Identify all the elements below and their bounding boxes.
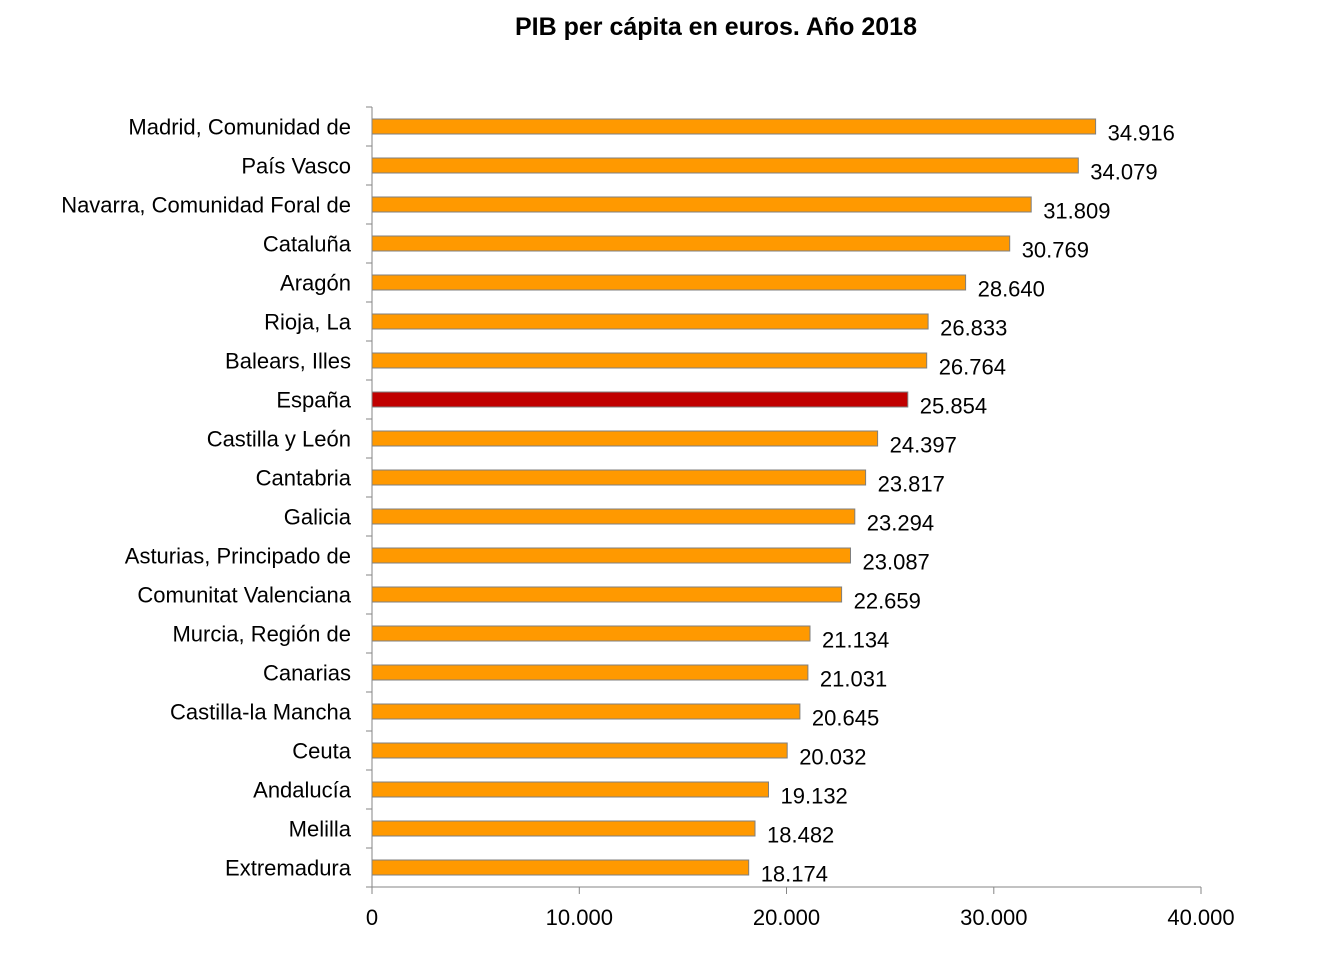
value-label: 23.817 — [878, 472, 945, 497]
value-label: 21.031 — [820, 667, 887, 692]
bar — [371, 352, 928, 369]
category-label: Aragón — [280, 271, 351, 296]
category-label: Comunitat Valenciana — [137, 583, 351, 608]
bar — [371, 742, 788, 759]
value-label: 30.769 — [1022, 238, 1089, 263]
category-label: País Vasco — [241, 154, 351, 179]
x-tick-label: 40.000 — [1167, 905, 1234, 930]
value-label: 21.134 — [822, 628, 889, 653]
category-label: Rioja, La — [264, 310, 352, 335]
value-label: 28.640 — [978, 277, 1045, 302]
bar — [371, 859, 750, 876]
category-label: Castilla y León — [207, 427, 351, 452]
value-label: 34.916 — [1108, 121, 1175, 146]
bar — [371, 274, 967, 291]
bar — [371, 703, 801, 720]
bar-highlight — [371, 391, 909, 408]
value-label: 25.854 — [920, 394, 987, 419]
value-label: 31.809 — [1043, 199, 1110, 224]
category-label: Castilla-la Mancha — [170, 700, 352, 725]
bar — [371, 313, 929, 330]
category-label: Madrid, Comunidad de — [128, 115, 351, 140]
x-tick-label: 10.000 — [546, 905, 613, 930]
value-label: 20.032 — [799, 745, 866, 770]
x-tick-label: 30.000 — [960, 905, 1027, 930]
bar — [371, 235, 1011, 252]
category-label: España — [276, 388, 351, 413]
bar — [371, 430, 879, 447]
value-label: 23.087 — [863, 550, 930, 575]
chart-title: PIB per cápita en euros. Año 2018 — [515, 13, 917, 41]
category-label: Balears, Illes — [225, 349, 351, 374]
category-label: Canarias — [263, 661, 351, 686]
value-label: 18.482 — [767, 823, 834, 848]
x-tick-label: 20.000 — [753, 905, 820, 930]
value-label: 22.659 — [854, 589, 921, 614]
bar — [371, 196, 1032, 213]
value-label: 23.294 — [867, 511, 934, 536]
category-label: Andalucía — [253, 778, 352, 803]
value-label: 19.132 — [781, 784, 848, 809]
category-label: Galicia — [284, 505, 352, 530]
bar — [371, 118, 1097, 135]
category-label: Navarra, Comunidad Foral de — [61, 193, 351, 218]
x-tick-label: 0 — [366, 905, 378, 930]
value-label: 26.833 — [940, 316, 1007, 341]
category-label: Murcia, Región de — [172, 622, 351, 647]
value-label: 24.397 — [890, 433, 957, 458]
category-label: Asturias, Principado de — [125, 544, 351, 569]
bar — [371, 781, 769, 798]
bar — [371, 586, 843, 603]
bar — [371, 820, 756, 837]
category-label: Extremadura — [225, 856, 352, 881]
value-label: 26.764 — [939, 355, 1006, 380]
category-label: Melilla — [289, 817, 352, 842]
category-label: Ceuta — [292, 739, 351, 764]
category-label: Cataluña — [263, 232, 352, 257]
value-label: 20.645 — [812, 706, 879, 731]
category-label: Cantabria — [256, 466, 352, 491]
bar — [371, 547, 851, 564]
value-label: 18.174 — [761, 862, 828, 887]
value-label: 34.079 — [1090, 160, 1157, 185]
bar — [371, 625, 811, 642]
bar — [371, 664, 809, 681]
bar — [371, 508, 856, 525]
bar — [371, 157, 1079, 174]
bar — [371, 469, 867, 486]
